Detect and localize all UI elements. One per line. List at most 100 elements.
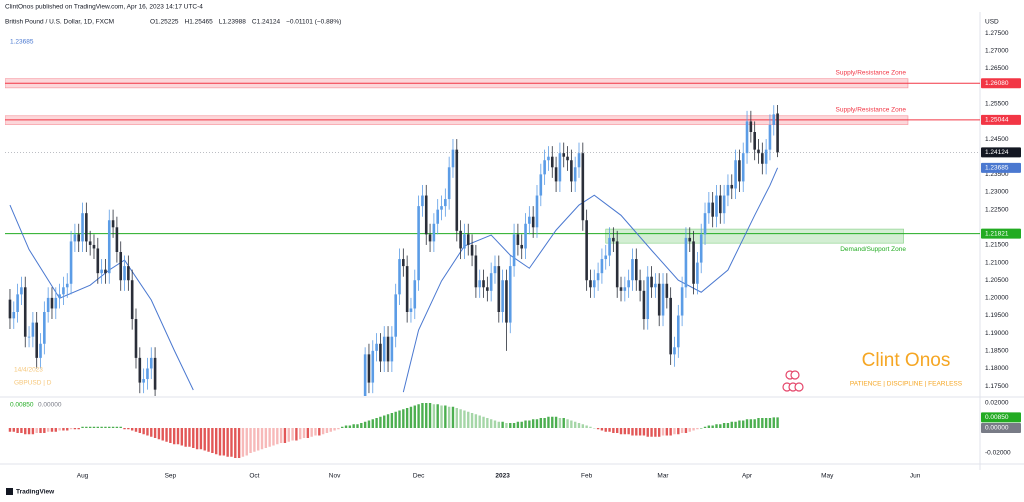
histogram-bar — [356, 424, 359, 428]
histogram-bar — [654, 428, 657, 437]
histogram-bar — [31, 428, 35, 435]
candle-body — [360, 402, 363, 502]
candle-body — [123, 266, 126, 281]
zone-label: Supply/Resistance Zone — [836, 69, 907, 76]
candle-body — [77, 234, 81, 242]
histogram-bar — [241, 428, 245, 457]
candle-body — [447, 167, 451, 200]
candle-body — [535, 195, 539, 228]
candle-body — [608, 237, 611, 256]
candle-body — [130, 280, 134, 320]
candle-body — [379, 343, 382, 362]
y-tick-label: 1.27500 — [985, 30, 1009, 37]
candle-body — [363, 354, 367, 396]
histogram-bar — [299, 428, 302, 440]
candle-body — [69, 241, 73, 284]
candle-body — [100, 269, 103, 274]
candle-body — [54, 297, 58, 309]
histogram-bar — [207, 428, 210, 452]
histogram-bar — [531, 419, 535, 428]
footer-logo — [6, 488, 13, 495]
candle-body — [543, 160, 546, 175]
moving-average — [9, 204, 194, 391]
x-tick-label: Oct — [249, 473, 259, 480]
histogram-bar — [50, 428, 54, 432]
indicator-tick-label: 0.02000 — [985, 400, 1009, 407]
x-tick-label: Jun — [910, 473, 921, 480]
histogram-bar — [172, 428, 176, 445]
histogram-bar — [119, 426, 122, 428]
watermark-symbol: GBPUSD | D — [14, 380, 52, 387]
histogram-bar — [318, 428, 321, 436]
candle-body — [73, 234, 77, 242]
candle-body — [558, 153, 562, 182]
y-tick-label: 1.21500 — [985, 242, 1009, 249]
y-tick-label: 1.24500 — [985, 136, 1009, 143]
candle-body — [592, 280, 596, 288]
candle-body — [734, 160, 737, 189]
histogram-bar — [516, 421, 520, 428]
candle-body — [104, 269, 107, 274]
histogram-bar — [581, 424, 585, 428]
signature-tagline: PATIENCE | DISCIPLINE | FEARLESS — [850, 381, 963, 388]
histogram-bar — [467, 411, 470, 428]
candle-body — [478, 280, 482, 288]
candle-body — [589, 280, 592, 288]
candle-body — [417, 206, 420, 281]
histogram-bar — [104, 426, 107, 428]
histogram-bar — [88, 426, 92, 428]
histogram-bar — [371, 419, 374, 428]
histogram-bar — [306, 428, 310, 438]
histogram-bar — [375, 418, 378, 428]
x-tick-label: Aug — [77, 473, 89, 480]
histogram-bar — [92, 426, 96, 428]
candle-body — [413, 280, 417, 309]
histogram-bar — [321, 428, 325, 435]
histogram-bar — [234, 428, 237, 458]
histogram-bar — [272, 428, 275, 446]
candle-body — [623, 287, 627, 291]
y-tick-label: 1.19500 — [985, 312, 1009, 319]
histogram-bar — [486, 418, 489, 428]
histogram-bar — [39, 428, 42, 433]
logo-mark — [6, 488, 13, 495]
histogram-bar — [279, 428, 283, 443]
histogram-bar — [719, 424, 722, 428]
candle-body — [444, 199, 447, 207]
candle-body — [726, 184, 730, 196]
histogram-bar — [325, 428, 329, 433]
histogram-bar — [761, 418, 764, 428]
candle-body — [50, 297, 54, 309]
histogram-bar — [310, 428, 313, 437]
histogram-bar — [287, 428, 290, 442]
histogram-bar — [669, 428, 672, 436]
candle-body — [390, 336, 394, 362]
histogram-bar — [749, 419, 753, 428]
candle-body — [528, 216, 531, 224]
candle-body — [776, 113, 779, 153]
histogram-bar — [100, 426, 103, 428]
histogram-bar — [451, 406, 455, 428]
candle-body — [96, 248, 100, 274]
histogram-bar — [146, 428, 149, 436]
candle-body — [463, 234, 466, 249]
x-tick-label: Sep — [165, 473, 177, 480]
candle-body — [16, 294, 19, 312]
indicator-legend: 0.00000 — [38, 402, 62, 409]
y-tick-label: 1.26500 — [985, 65, 1009, 72]
price-badge-label: 1.21821 — [985, 230, 1009, 237]
histogram-bar — [230, 428, 233, 457]
histogram-bar — [417, 404, 420, 428]
histogram-bar — [260, 428, 264, 450]
candle-body — [394, 294, 397, 337]
histogram-bar — [295, 428, 298, 441]
histogram-bar — [344, 425, 348, 428]
y-tick-label: 1.23500 — [985, 171, 1009, 178]
candle-body — [402, 259, 405, 267]
histogram-bar — [77, 428, 80, 430]
histogram-bar — [264, 428, 268, 448]
event-icon — [794, 382, 804, 392]
candle-body — [573, 167, 577, 182]
candle-body — [516, 234, 520, 245]
